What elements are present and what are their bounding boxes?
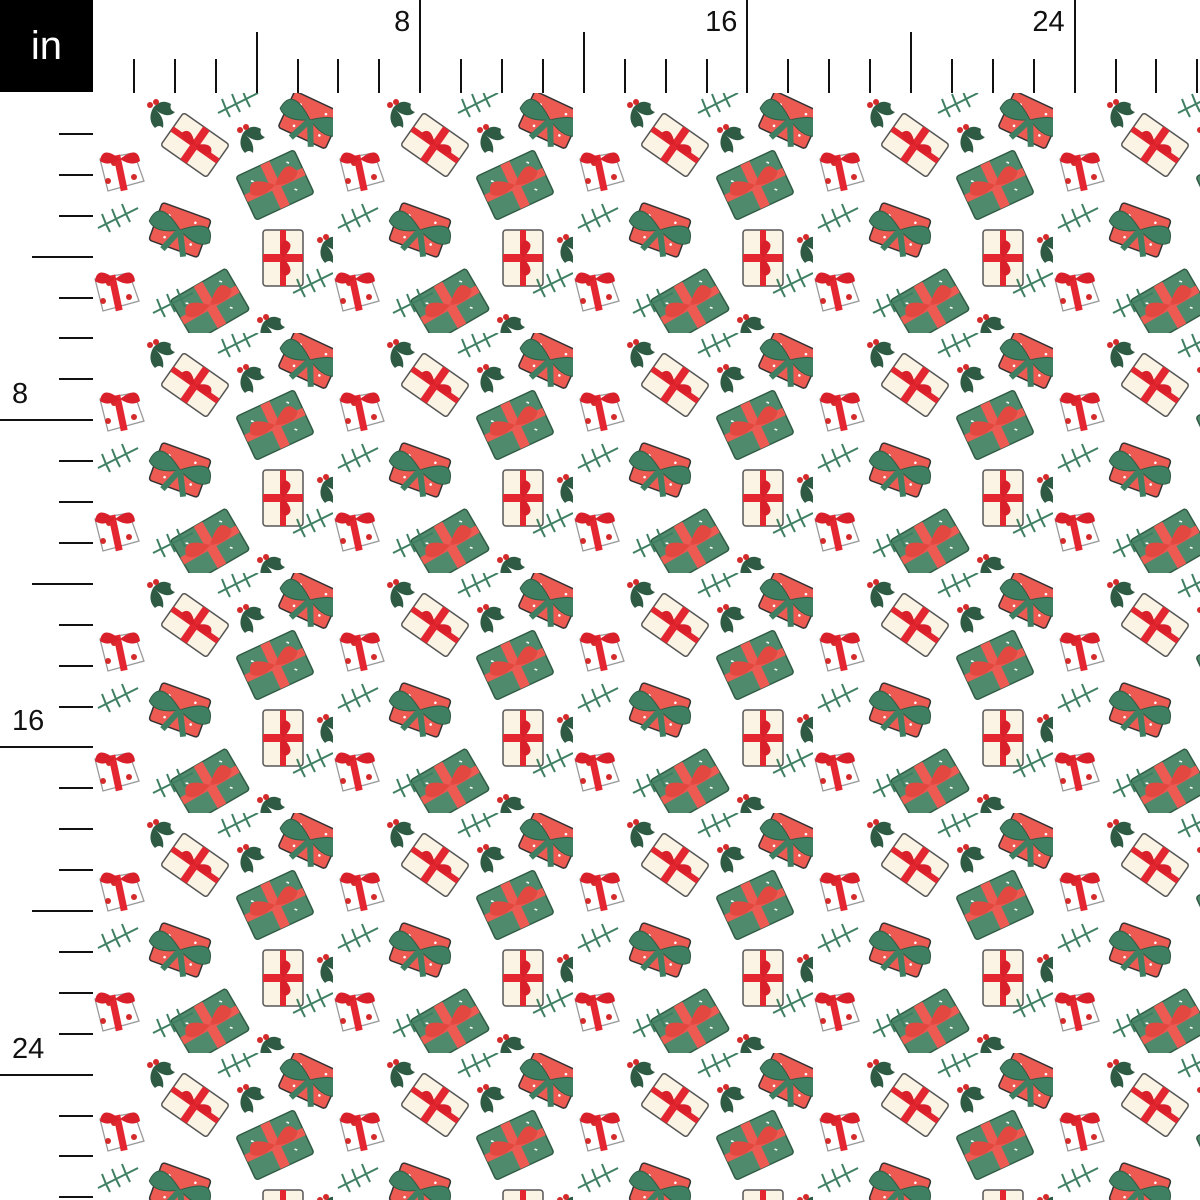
ruler-tick bbox=[1196, 59, 1199, 93]
ruler-tick bbox=[59, 541, 93, 544]
ruler-tick bbox=[0, 419, 93, 422]
ruler-tick bbox=[59, 787, 93, 790]
ruler-tick bbox=[32, 910, 93, 912]
ruler-tick bbox=[59, 869, 93, 872]
ruler-tick bbox=[59, 1032, 93, 1035]
top-ruler: 8 16 24 bbox=[93, 0, 1200, 93]
ruler-tick bbox=[59, 1114, 93, 1117]
ruler-tick bbox=[59, 501, 93, 503]
ruler-tick bbox=[828, 59, 831, 93]
ruler-tick bbox=[1114, 59, 1117, 93]
ruler-label: 16 bbox=[12, 705, 45, 738]
ruler-tick bbox=[623, 59, 626, 93]
ruler-tick bbox=[59, 623, 93, 626]
ruler-tick bbox=[59, 664, 93, 667]
ruler-tick bbox=[59, 1196, 93, 1199]
ruler-tick bbox=[1032, 59, 1035, 93]
ruler-tick bbox=[910, 32, 912, 93]
ruler-tick bbox=[59, 132, 93, 135]
ruler-tick bbox=[460, 59, 463, 93]
ruler-tick bbox=[296, 59, 299, 93]
ruler-tick bbox=[746, 0, 749, 93]
ruler-tick bbox=[0, 1073, 93, 1076]
ruler-tick bbox=[59, 705, 93, 708]
ruler-label: 24 bbox=[1032, 6, 1065, 38]
ruler-label: 16 bbox=[705, 6, 738, 38]
ruler-tick bbox=[419, 0, 422, 93]
ruler-label: 24 bbox=[12, 1032, 45, 1065]
ruler-tick bbox=[59, 828, 93, 831]
ruler-tick bbox=[173, 59, 176, 93]
ruler-tick bbox=[214, 59, 217, 93]
ruler-tick bbox=[869, 59, 872, 93]
ruler-tick bbox=[0, 746, 93, 749]
left-ruler: 8 16 24 bbox=[0, 93, 93, 1200]
ruler-label: 8 bbox=[12, 378, 29, 411]
ruler-tick bbox=[59, 214, 93, 217]
ruler-tick bbox=[378, 59, 381, 93]
ruler-tick bbox=[59, 296, 93, 299]
ruler-tick bbox=[787, 59, 790, 93]
fabric-pattern bbox=[93, 93, 1200, 1200]
gift-pattern-fill bbox=[93, 93, 1200, 1200]
ruler-tick bbox=[59, 378, 93, 381]
ruler-tick bbox=[337, 59, 340, 93]
ruler-tick bbox=[541, 59, 544, 93]
ruler-tick bbox=[991, 59, 994, 93]
ruler-tick bbox=[255, 32, 258, 93]
ruler-tick bbox=[59, 337, 93, 340]
ruler-tick bbox=[1073, 0, 1076, 93]
ruler-tick bbox=[59, 173, 93, 176]
ruler-tick bbox=[501, 59, 503, 93]
ruler-tick bbox=[582, 32, 585, 93]
ruler-tick bbox=[1155, 59, 1158, 93]
ruler-tick bbox=[32, 582, 93, 585]
ruler-tick bbox=[59, 950, 93, 953]
ruler-tick bbox=[59, 460, 93, 463]
ruler-tick bbox=[132, 59, 135, 93]
ruler-tick bbox=[664, 59, 667, 93]
ruler-tick bbox=[32, 255, 93, 258]
ruler-tick bbox=[59, 1155, 93, 1158]
ruler-tick bbox=[950, 59, 953, 93]
ruler-tick bbox=[705, 59, 708, 93]
unit-label: in bbox=[0, 0, 93, 92]
ruler-label: 8 bbox=[394, 6, 411, 38]
ruler-tick bbox=[59, 991, 93, 994]
